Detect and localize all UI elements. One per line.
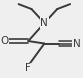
Text: N: N xyxy=(41,18,48,28)
Text: F: F xyxy=(25,63,31,73)
Text: O: O xyxy=(0,36,9,46)
Text: N: N xyxy=(73,39,81,49)
